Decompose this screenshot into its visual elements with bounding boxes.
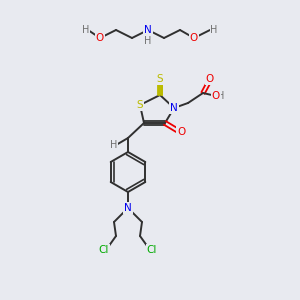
- Text: S: S: [157, 74, 163, 84]
- Text: H: H: [82, 25, 90, 35]
- Text: N: N: [170, 103, 178, 113]
- Text: O: O: [212, 91, 220, 101]
- Text: N: N: [144, 25, 152, 35]
- Text: H: H: [110, 140, 118, 150]
- Text: H: H: [217, 91, 225, 101]
- Text: O: O: [177, 127, 185, 137]
- Text: Cl: Cl: [99, 245, 109, 255]
- Text: Cl: Cl: [147, 245, 157, 255]
- Text: O: O: [96, 33, 104, 43]
- Text: H: H: [210, 25, 218, 35]
- Text: H: H: [144, 36, 152, 46]
- Text: S: S: [137, 100, 143, 110]
- Text: O: O: [206, 74, 214, 84]
- Text: N: N: [124, 203, 132, 213]
- Text: O: O: [190, 33, 198, 43]
